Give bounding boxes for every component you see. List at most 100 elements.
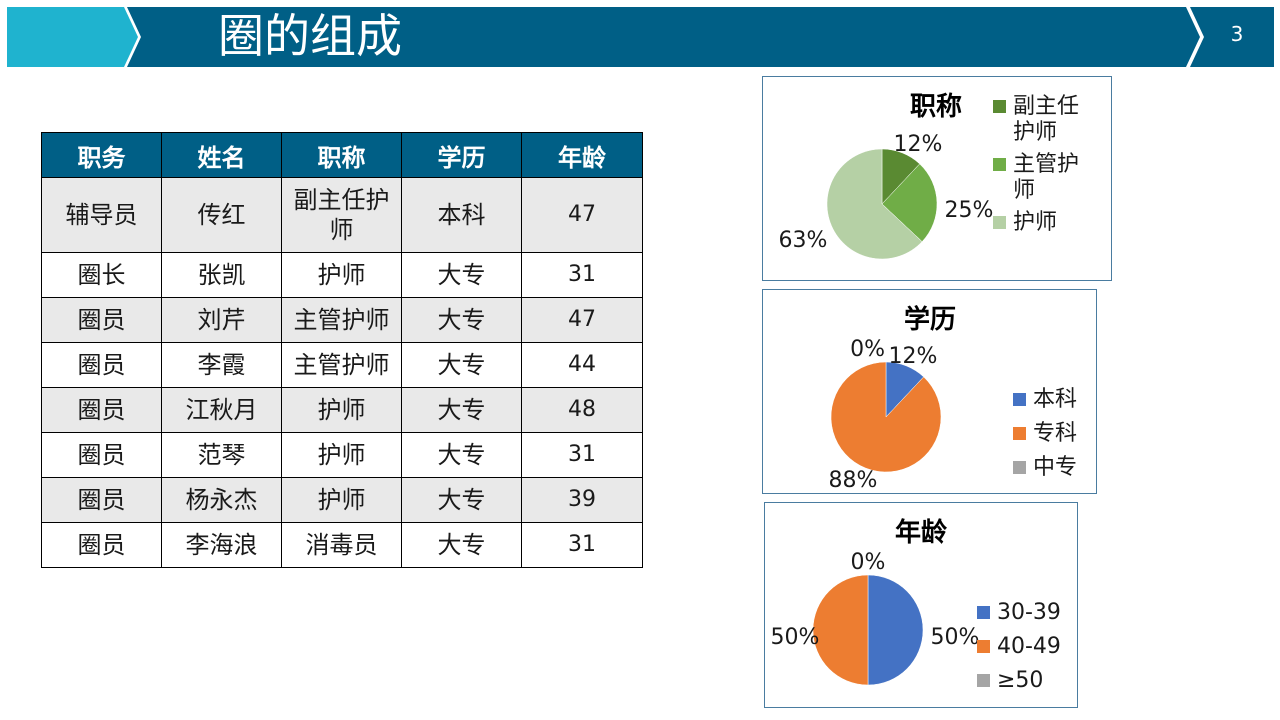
cell-position: 圈长 bbox=[41, 252, 162, 298]
education-pie-chart: 学历 12% 88% 0% 本科专科中专 bbox=[762, 289, 1097, 494]
header-position: 职务 bbox=[41, 132, 162, 178]
legend-label: 主管护 bbox=[1013, 152, 1079, 177]
pie-slice bbox=[826, 148, 923, 260]
cell-title-line: 师 bbox=[329, 216, 354, 244]
legend-label: 30-39 bbox=[997, 600, 1061, 625]
cell-age: 31 bbox=[521, 252, 643, 298]
pie-slice bbox=[867, 574, 924, 686]
page-number: 3 bbox=[1230, 22, 1244, 46]
title-banner: 圈的组成 3 bbox=[0, 0, 1280, 70]
table-row: 圈员 杨永杰 护师 大专 39 bbox=[41, 477, 643, 523]
table-row: 圈员 范琴 护师 大专 31 bbox=[41, 432, 643, 478]
cell-title: 护师 bbox=[281, 387, 402, 433]
legend-label: 本科 bbox=[1033, 387, 1077, 412]
data-label: 12% bbox=[889, 344, 938, 369]
cell-title: 消毒员 bbox=[281, 522, 402, 568]
table-row: 圈员 江秋月 护师 大专 48 bbox=[41, 387, 643, 433]
legend-swatch bbox=[1013, 393, 1026, 406]
cell-age: 48 bbox=[521, 387, 643, 433]
data-label: 0% bbox=[850, 337, 885, 362]
cell-education: 大专 bbox=[401, 387, 522, 433]
data-label: 50% bbox=[931, 625, 980, 650]
cell-title: 主管护师 bbox=[281, 297, 402, 343]
cell-name: 刘芹 bbox=[161, 297, 282, 343]
header-age: 年龄 bbox=[521, 132, 643, 178]
legend-swatch bbox=[977, 640, 990, 653]
banner-shapes bbox=[7, 7, 1274, 67]
cell-title: 主管护师 bbox=[281, 342, 402, 388]
cell-title: 护师 bbox=[281, 432, 402, 478]
legend-swatch bbox=[977, 606, 990, 619]
chart-title: 年龄 bbox=[895, 517, 948, 548]
cell-age: 47 bbox=[521, 177, 643, 253]
data-label: 63% bbox=[779, 228, 828, 253]
data-label: 25% bbox=[945, 198, 994, 223]
legend-label: 40-49 bbox=[997, 634, 1061, 659]
cell-title-line: 副主任护 bbox=[293, 186, 390, 214]
cell-title: 护师 bbox=[281, 252, 402, 298]
legend-label: 护师 bbox=[1013, 120, 1057, 145]
data-label: 88% bbox=[829, 468, 878, 493]
legend-label: 师 bbox=[1013, 178, 1035, 203]
age-pie-svg: 年龄 50% 50% 0% 30-39 40-49 ≥50 bbox=[771, 517, 1061, 693]
cell-education: 大专 bbox=[401, 342, 522, 388]
legend-label: 中专 bbox=[1033, 455, 1077, 480]
title-pie-chart: 职称 12% 25% 63% 副主任 护师 主管护师护师 bbox=[762, 76, 1112, 281]
table-row: 辅导员 传红 副主任护 师 本科 47 bbox=[41, 177, 643, 253]
cell-position: 圈员 bbox=[41, 387, 162, 433]
header-title: 职称 bbox=[281, 132, 402, 178]
cell-education: 大专 bbox=[401, 477, 522, 523]
banner-tail-segment bbox=[1190, 7, 1274, 67]
cell-education: 大专 bbox=[401, 522, 522, 568]
page-title: 圈的组成 bbox=[218, 9, 402, 63]
cell-title: 护师 bbox=[281, 477, 402, 523]
table-row: 圈长 张凯 护师 大专 31 bbox=[41, 252, 643, 298]
cell-title: 副主任护 师 bbox=[281, 177, 402, 253]
legend-swatch bbox=[993, 158, 1006, 171]
cell-age: 39 bbox=[521, 477, 643, 523]
cell-name: 李霞 bbox=[161, 342, 282, 388]
cell-position: 圈员 bbox=[41, 477, 162, 523]
legend-label: ≥50 bbox=[997, 668, 1043, 693]
legend-label: 专科 bbox=[1033, 421, 1077, 446]
pie-slice bbox=[830, 361, 942, 473]
header-education: 学历 bbox=[401, 132, 522, 178]
cell-age: 31 bbox=[521, 432, 643, 478]
cell-age: 44 bbox=[521, 342, 643, 388]
data-label: 50% bbox=[771, 625, 820, 650]
legend-label: 副主任 bbox=[1013, 94, 1079, 119]
legend-swatch bbox=[993, 100, 1006, 113]
legend-label: 护师 bbox=[1013, 210, 1057, 235]
banner-dark-segment bbox=[127, 7, 1200, 67]
members-table: 职务 姓名 职称 学历 年龄 辅导员 传红 副主任护 师 本科 47 圈长 张凯… bbox=[41, 132, 643, 568]
legend-swatch bbox=[1013, 427, 1026, 440]
table-row: 圈员 刘芹 主管护师 大专 47 bbox=[41, 297, 643, 343]
data-label: 0% bbox=[851, 550, 886, 575]
cell-name: 传红 bbox=[161, 177, 282, 253]
age-pie-chart: 年龄 50% 50% 0% 30-39 40-49 ≥50 bbox=[764, 502, 1078, 708]
chart-title: 职称 bbox=[910, 92, 962, 122]
cell-position: 辅导员 bbox=[41, 177, 162, 253]
cell-name: 张凯 bbox=[161, 252, 282, 298]
cell-name: 范琴 bbox=[161, 432, 282, 478]
legend-swatch bbox=[977, 674, 990, 687]
cell-position: 圈员 bbox=[41, 432, 162, 478]
cell-age: 31 bbox=[521, 522, 643, 568]
legend-swatch bbox=[993, 216, 1006, 229]
header-name: 姓名 bbox=[161, 132, 282, 178]
chart-title: 学历 bbox=[904, 304, 956, 335]
cell-name: 江秋月 bbox=[161, 387, 282, 433]
banner-light-segment bbox=[7, 7, 138, 67]
cell-position: 圈员 bbox=[41, 297, 162, 343]
pie-slice bbox=[881, 163, 938, 243]
cell-age: 47 bbox=[521, 297, 643, 343]
table-row: 圈员 李霞 主管护师 大专 44 bbox=[41, 342, 643, 388]
table-header-row: 职务 姓名 职称 学历 年龄 bbox=[41, 132, 643, 178]
cell-position: 圈员 bbox=[41, 342, 162, 388]
legend-swatch bbox=[1013, 461, 1026, 474]
cell-name: 杨永杰 bbox=[161, 477, 282, 523]
pie-slice bbox=[812, 574, 869, 686]
cell-education: 大专 bbox=[401, 432, 522, 478]
cell-position: 圈员 bbox=[41, 522, 162, 568]
